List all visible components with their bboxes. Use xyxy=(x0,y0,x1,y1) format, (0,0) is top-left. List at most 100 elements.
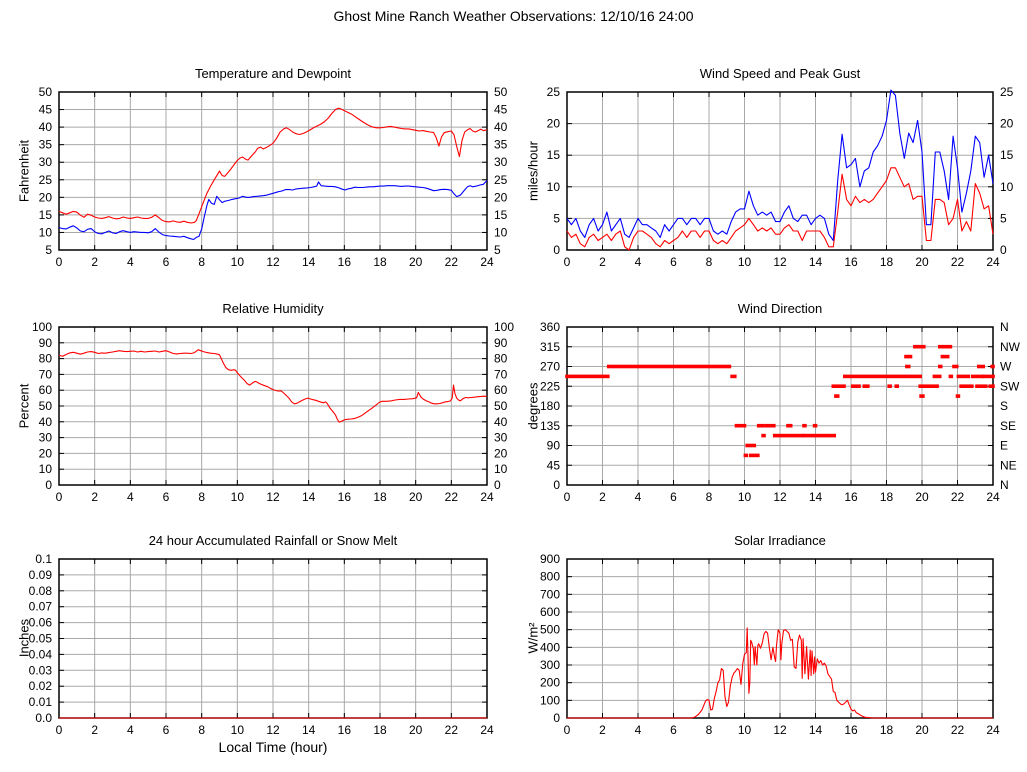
svg-text:12: 12 xyxy=(773,490,787,504)
svg-text:60: 60 xyxy=(39,383,53,397)
svg-text:270: 270 xyxy=(540,360,560,374)
svg-text:50: 50 xyxy=(39,85,53,99)
chart-title-rainfall: 24 hour Accumulated Rainfall or Snow Mel… xyxy=(148,533,398,548)
svg-text:22: 22 xyxy=(445,255,459,269)
svg-text:8: 8 xyxy=(198,490,205,504)
solar-irradiance-chart: 0 2 4 6 8 10 12 14 16 18 20 22 240100200300400500600… xyxy=(540,552,1000,737)
svg-text:12: 12 xyxy=(266,723,280,737)
svg-text:5: 5 xyxy=(1000,211,1007,225)
svg-text:5: 5 xyxy=(45,243,52,257)
svg-text:0.07: 0.07 xyxy=(29,600,53,614)
svg-text:45: 45 xyxy=(547,458,561,472)
svg-text:22: 22 xyxy=(951,490,965,504)
solar-y-axis-label: W/m² xyxy=(525,622,541,654)
svg-text:0.05: 0.05 xyxy=(29,632,53,646)
svg-text:135: 135 xyxy=(540,419,560,433)
svg-text:16: 16 xyxy=(338,255,352,269)
svg-text:70: 70 xyxy=(39,367,53,381)
svg-text:20: 20 xyxy=(915,255,929,269)
svg-text:20: 20 xyxy=(915,723,929,737)
rainfall-y-axis-label: Inches xyxy=(16,618,32,658)
svg-text:12: 12 xyxy=(266,255,280,269)
svg-text:0: 0 xyxy=(564,723,571,737)
svg-text:0: 0 xyxy=(494,478,501,492)
svg-text:22: 22 xyxy=(445,490,459,504)
svg-text:SW: SW xyxy=(1000,379,1020,393)
svg-text:18: 18 xyxy=(373,255,387,269)
svg-text:30: 30 xyxy=(39,155,53,169)
svg-text:180: 180 xyxy=(540,399,560,413)
svg-text:40: 40 xyxy=(39,415,53,429)
svg-text:0: 0 xyxy=(564,490,571,504)
humidity-y-axis-label: Percent xyxy=(16,383,32,429)
svg-text:2: 2 xyxy=(91,490,98,504)
temperature-y-axis-label: Fahrenheit xyxy=(16,139,32,203)
svg-text:10: 10 xyxy=(547,180,561,194)
solar-irradiance-series xyxy=(567,627,993,719)
svg-text:16: 16 xyxy=(844,490,858,504)
svg-text:8: 8 xyxy=(706,255,713,269)
svg-text:20: 20 xyxy=(915,490,929,504)
dewpoint-series xyxy=(58,180,488,241)
svg-text:20: 20 xyxy=(409,255,423,269)
svg-text:2: 2 xyxy=(599,723,606,737)
svg-text:100: 100 xyxy=(32,320,52,334)
svg-text:N: N xyxy=(1000,320,1009,334)
svg-text:20: 20 xyxy=(409,490,423,504)
svg-text:500: 500 xyxy=(540,623,560,637)
svg-text:0.02: 0.02 xyxy=(29,679,53,693)
wind-speed-y-axis-label: miles/hour xyxy=(525,141,541,201)
svg-text:4: 4 xyxy=(127,490,134,504)
svg-text:14: 14 xyxy=(302,490,316,504)
svg-text:30: 30 xyxy=(494,155,508,169)
svg-text:25: 25 xyxy=(39,173,53,187)
svg-text:10: 10 xyxy=(738,255,752,269)
svg-text:20: 20 xyxy=(1000,117,1014,131)
svg-text:NE: NE xyxy=(1000,458,1017,472)
svg-text:22: 22 xyxy=(951,255,965,269)
svg-text:18: 18 xyxy=(880,723,894,737)
svg-text:24: 24 xyxy=(986,490,1000,504)
svg-text:15: 15 xyxy=(39,208,53,222)
svg-text:50: 50 xyxy=(39,399,53,413)
svg-text:800: 800 xyxy=(540,570,560,584)
svg-text:35: 35 xyxy=(39,138,53,152)
svg-text:16: 16 xyxy=(844,255,858,269)
svg-text:5: 5 xyxy=(553,211,560,225)
svg-text:0.06: 0.06 xyxy=(29,616,53,630)
svg-text:10: 10 xyxy=(39,225,53,239)
relative-humidity-series xyxy=(58,349,488,423)
svg-text:10: 10 xyxy=(494,462,508,476)
svg-text:40: 40 xyxy=(39,120,53,134)
svg-text:10: 10 xyxy=(231,723,245,737)
x-axis-label: Local Time (hour) xyxy=(218,739,328,755)
svg-text:6: 6 xyxy=(163,723,170,737)
svg-text:200: 200 xyxy=(540,676,560,690)
svg-text:4: 4 xyxy=(127,255,134,269)
svg-text:20: 20 xyxy=(547,117,561,131)
svg-text:4: 4 xyxy=(635,723,642,737)
svg-text:15: 15 xyxy=(1000,148,1014,162)
svg-text:E: E xyxy=(1000,439,1008,453)
svg-text:2: 2 xyxy=(91,723,98,737)
chart-title-solar: Solar Irradiance xyxy=(734,533,826,548)
svg-text:6: 6 xyxy=(163,490,170,504)
svg-text:18: 18 xyxy=(373,490,387,504)
svg-text:22: 22 xyxy=(951,723,965,737)
chart-title-wind-speed: Wind Speed and Peak Gust xyxy=(699,66,861,81)
svg-text:50: 50 xyxy=(494,399,508,413)
svg-text:10: 10 xyxy=(494,225,508,239)
page-title: Ghost Mine Ranch Weather Observations: 1… xyxy=(333,8,694,24)
svg-text:0: 0 xyxy=(56,723,63,737)
svg-text:10: 10 xyxy=(1000,180,1014,194)
svg-text:80: 80 xyxy=(39,352,53,366)
svg-text:10: 10 xyxy=(231,490,245,504)
svg-text:16: 16 xyxy=(338,490,352,504)
svg-text:0.03: 0.03 xyxy=(29,663,53,677)
svg-text:2: 2 xyxy=(91,255,98,269)
svg-text:0.08: 0.08 xyxy=(29,584,53,598)
svg-text:600: 600 xyxy=(540,605,560,619)
